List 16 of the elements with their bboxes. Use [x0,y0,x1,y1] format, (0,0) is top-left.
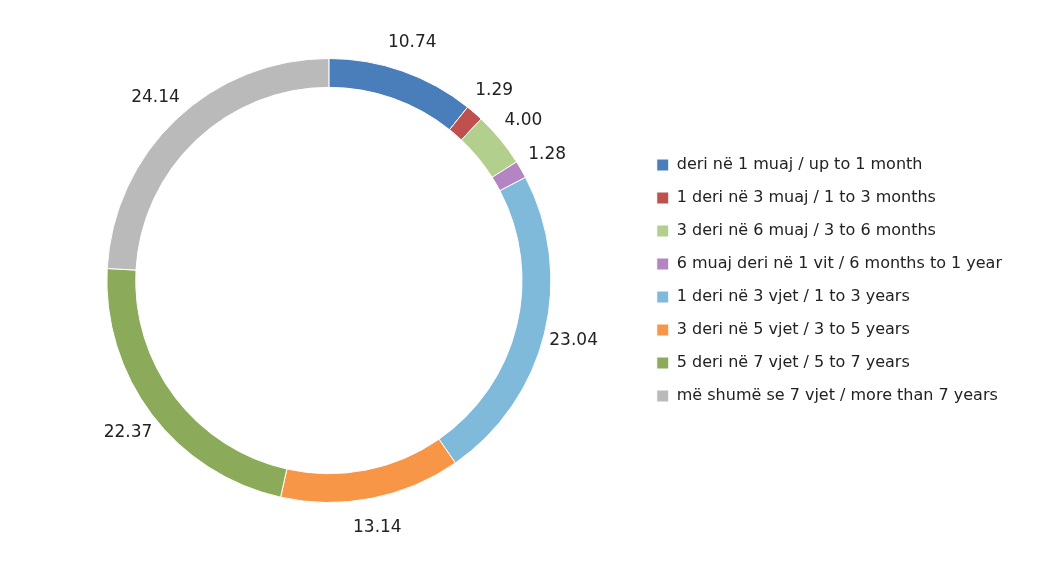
legend-label: 1 deri në 3 vjet / 1 to 3 years [676,286,910,306]
legend-label: 1 deri në 3 muaj / 1 to 3 months [676,187,936,207]
legend-label: 3 deri në 6 muaj / 3 to 6 months [676,220,936,240]
data-label: 1.29 [475,78,514,99]
data-label: 13.14 [353,516,402,537]
data-label: 4.00 [504,108,543,129]
legend-label: 5 deri në 7 vjet / 5 to 7 years [676,352,910,372]
data-label: 24.14 [131,85,180,106]
data-label: 10.74 [387,31,437,52]
legend-label: 3 deri në 5 vjet / 3 to 5 years [676,319,910,339]
legend-label: më shumë se 7 vjet / more than 7 years [676,385,998,405]
data-label: 1.28 [528,142,567,163]
legend-label: 6 muaj deri në 1 vit / 6 months to 1 year [676,253,1003,273]
data-label: 22.37 [103,421,153,442]
legend-label: deri në 1 muaj / up to 1 month [676,154,923,174]
data-label: 23.04 [549,328,598,349]
